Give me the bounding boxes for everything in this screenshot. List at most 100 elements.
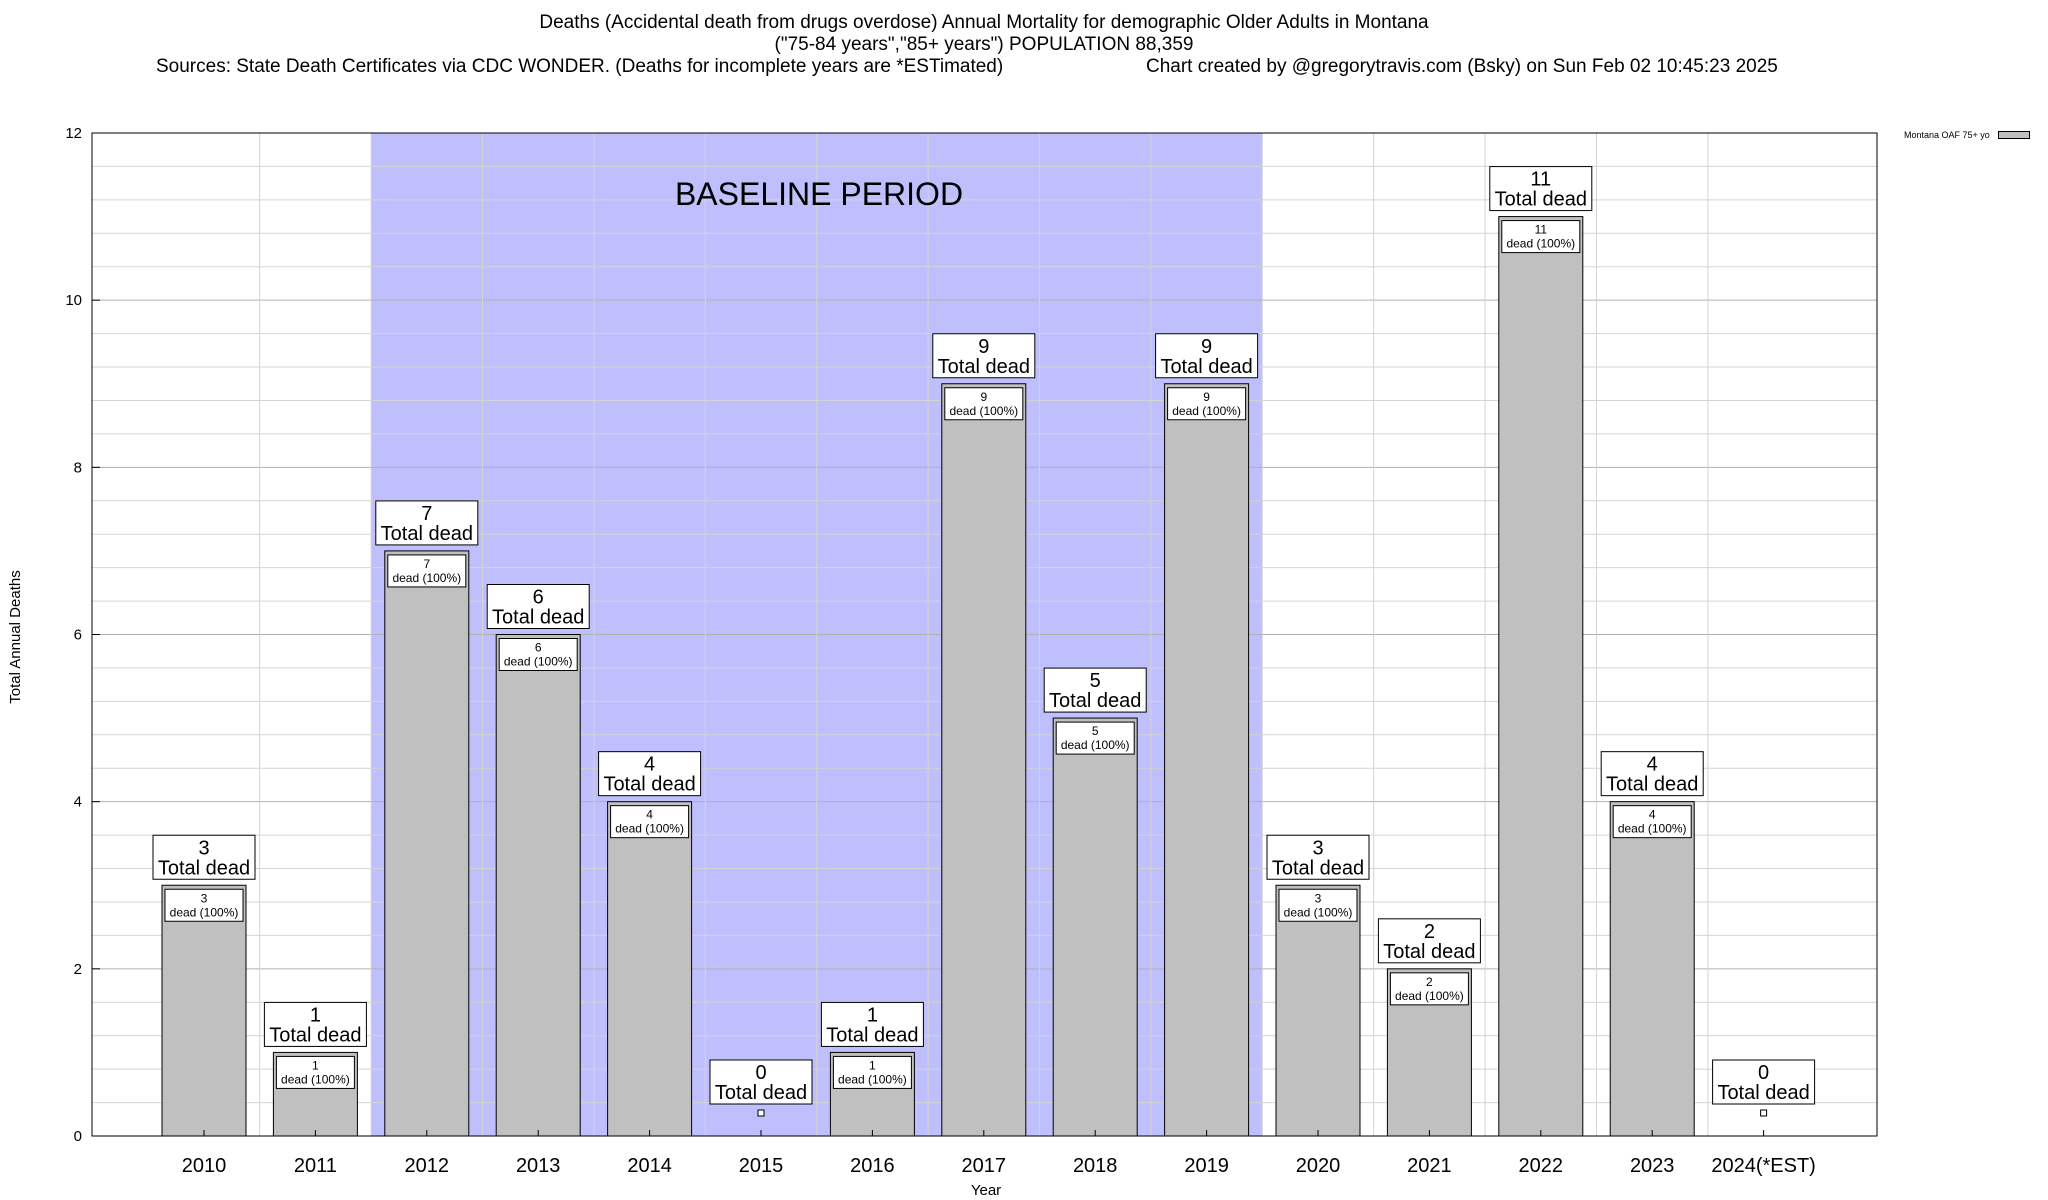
bar-total-label: Total dead bbox=[1495, 189, 1587, 211]
bar-total-label-box bbox=[932, 333, 1036, 379]
y-tick-label: 2 bbox=[74, 961, 82, 978]
x-tick-label: 2013 bbox=[516, 1155, 561, 1177]
bar-total-label: Total dead bbox=[269, 1024, 361, 1046]
bar-inner-label: dead (100%) bbox=[1395, 989, 1464, 1003]
bar-total-value: 6 bbox=[533, 587, 544, 609]
bar-inner-label-box bbox=[1501, 220, 1581, 254]
bar-inner-label: dead (100%) bbox=[392, 571, 461, 585]
bar-total-label-box bbox=[1489, 166, 1593, 212]
bar-inner-label-box bbox=[832, 1055, 912, 1089]
bar bbox=[607, 801, 693, 1137]
bar-inner-label-box bbox=[944, 387, 1024, 421]
bar-inner-label-box bbox=[164, 888, 244, 922]
x-tick-label: 2017 bbox=[962, 1155, 1007, 1177]
bar-inner-value: 1 bbox=[312, 1058, 319, 1072]
bar bbox=[941, 383, 1027, 1137]
x-tick-label: 2011 bbox=[294, 1155, 337, 1177]
x-axis-title: Year bbox=[971, 1182, 1001, 1199]
x-tick-label: 2022 bbox=[1519, 1155, 1564, 1177]
x-tick-label: 2021 bbox=[1407, 1155, 1452, 1177]
x-tick-label: 2012 bbox=[405, 1155, 450, 1177]
bar-inner-label: dead (100%) bbox=[281, 1072, 350, 1086]
bar-total-value: 1 bbox=[310, 1004, 321, 1026]
bar-inner-label: dead (100%) bbox=[170, 905, 239, 919]
bar-inner-label: dead (100%) bbox=[615, 822, 684, 836]
bar-total-label: Total dead bbox=[1272, 857, 1364, 879]
bar bbox=[1052, 717, 1138, 1137]
bar-inner-value: 7 bbox=[423, 557, 430, 571]
bar-total-label-box bbox=[1377, 918, 1481, 964]
x-tick-label: 2024(*EST) bbox=[1711, 1155, 1816, 1177]
bar-inner-value: 5 bbox=[1092, 724, 1099, 738]
bar-inner-label: dead (100%) bbox=[1618, 822, 1687, 836]
bar-total-label: Total dead bbox=[603, 774, 695, 796]
bar bbox=[161, 884, 247, 1137]
bar bbox=[1275, 884, 1361, 1137]
chart-legend: Montana OAF 75+ yo bbox=[1904, 130, 2030, 140]
bar-total-value: 3 bbox=[198, 837, 209, 859]
bar-total-label-box bbox=[263, 1001, 367, 1047]
bar-inner-label-box bbox=[275, 1055, 355, 1089]
bar-total-label: Total dead bbox=[938, 356, 1030, 378]
chart-sources: Sources: State Death Certificates via CD… bbox=[156, 56, 1004, 77]
bar-total-value: 0 bbox=[755, 1062, 766, 1084]
bar-total-label-box bbox=[820, 1001, 924, 1047]
bar-total-label-box bbox=[1600, 751, 1704, 797]
legend-swatch bbox=[1997, 131, 2030, 139]
bar bbox=[384, 550, 470, 1137]
bar-inner-label-box bbox=[498, 638, 578, 671]
bar-total-label-box bbox=[1266, 834, 1370, 880]
bar bbox=[1609, 801, 1695, 1137]
empty-bar-marker bbox=[1760, 1109, 1768, 1117]
bar-inner-label: dead (100%) bbox=[1172, 404, 1241, 418]
bar-total-label: Total dead bbox=[381, 523, 473, 545]
bar-inner-label: dead (100%) bbox=[1506, 237, 1575, 251]
chart-subtitle: ("75-84 years","85+ years") POPULATION 8… bbox=[774, 34, 1194, 55]
bar-inner-value: 4 bbox=[646, 808, 653, 822]
baseline-period-label: BASELINE PERIOD bbox=[675, 176, 963, 212]
bar-inner-value: 1 bbox=[869, 1058, 876, 1072]
y-tick-label: 10 bbox=[65, 292, 82, 309]
bar-inner-value: 3 bbox=[201, 891, 208, 905]
x-tick-label: 2010 bbox=[182, 1155, 227, 1177]
bar-inner-label: dead (100%) bbox=[1284, 905, 1353, 919]
bar-inner-label: dead (100%) bbox=[1061, 738, 1130, 752]
x-tick-label: 2019 bbox=[1184, 1155, 1229, 1177]
bar bbox=[1498, 216, 1584, 1137]
bar-inner-label-box bbox=[610, 805, 690, 839]
bar-inner-label-box bbox=[387, 554, 467, 588]
bar-total-label-box bbox=[486, 584, 590, 629]
bar-inner-value: 6 bbox=[535, 641, 542, 655]
bar-total-value: 3 bbox=[1312, 837, 1323, 859]
bar-total-label: Total dead bbox=[492, 607, 584, 629]
bar-total-value: 4 bbox=[1647, 754, 1658, 776]
bar-inner-label-box bbox=[1055, 721, 1135, 755]
bar-inner-value: 9 bbox=[1203, 390, 1210, 404]
bar-total-value: 7 bbox=[421, 503, 432, 525]
x-tick-label: 2016 bbox=[850, 1155, 895, 1177]
bar-total-label-box bbox=[598, 751, 702, 797]
chart-source-row: Sources: State Death Certificates via CD… bbox=[0, 56, 1968, 78]
y-axis-title: Total Annual Deaths bbox=[7, 570, 24, 703]
bar-total-label: Total dead bbox=[1717, 1082, 1809, 1104]
bar-total-label: Total dead bbox=[826, 1024, 918, 1046]
bar-inner-value: 9 bbox=[980, 390, 987, 404]
x-tick-label: 2020 bbox=[1296, 1155, 1341, 1177]
bar-total-label: Total dead bbox=[1160, 356, 1252, 378]
chart-title-block: Deaths (Accidental death from drugs over… bbox=[0, 12, 1968, 78]
bar-total-label: Total dead bbox=[1049, 690, 1141, 712]
bar-total-label-box bbox=[709, 1059, 813, 1105]
bar-total-label-box bbox=[1155, 333, 1259, 379]
bar-inner-value: 3 bbox=[1315, 891, 1322, 905]
x-tick-label: 2023 bbox=[1630, 1155, 1675, 1177]
bar-total-value: 0 bbox=[1758, 1062, 1769, 1084]
bar-total-label: Total dead bbox=[1606, 774, 1698, 796]
bar-total-value: 9 bbox=[1201, 336, 1212, 358]
bar-inner-label-box bbox=[1389, 972, 1469, 1006]
bar-inner-label: dead (100%) bbox=[504, 655, 573, 669]
bar-inner-label: dead (100%) bbox=[838, 1072, 907, 1086]
bar-inner-label-box bbox=[1612, 805, 1692, 839]
bar-total-value: 5 bbox=[1090, 670, 1101, 692]
bar-inner-value: 11 bbox=[1535, 223, 1548, 237]
